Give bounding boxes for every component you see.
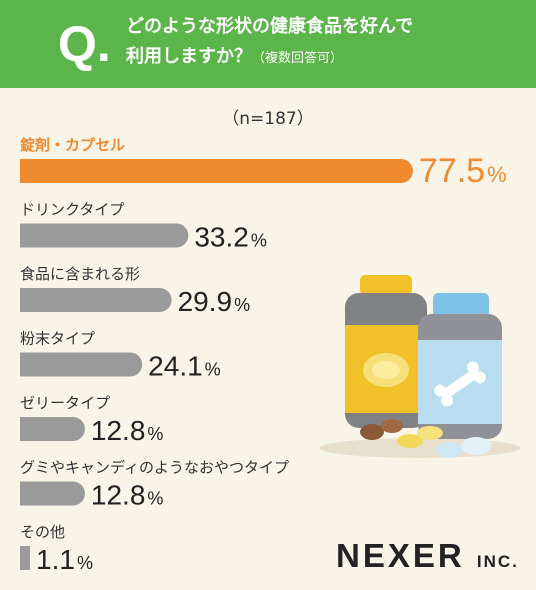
bar-left-edge <box>20 352 32 377</box>
value-number: 29.9 <box>178 286 233 317</box>
bar-left-edge <box>20 546 30 570</box>
value-number: 12.8 <box>91 480 145 511</box>
value-unit: % <box>487 162 507 187</box>
category-label: その他 <box>20 523 65 541</box>
nexer-logo: NEXER INC. <box>336 537 519 575</box>
value-unit: % <box>234 295 250 315</box>
value-label: 1.1% <box>36 544 93 575</box>
bar-left-edge <box>20 417 32 441</box>
value-label: 33.2% <box>194 222 267 253</box>
supplement-illustration <box>320 275 520 458</box>
value-number: 12.8 <box>91 415 145 446</box>
bar <box>20 417 85 441</box>
category-label: グミやキャンディのようなおやつタイプ <box>20 459 289 477</box>
value-number: 77.5 <box>419 152 485 190</box>
question-mark: Q. <box>58 16 111 72</box>
bar-left-edge <box>20 288 32 312</box>
question-line-2: 利用しますか？（複数回答可） <box>126 42 526 74</box>
value-label: 12.8% <box>91 480 164 511</box>
bar <box>20 159 413 183</box>
question-line-1: どのような形状の健康食品を好んで <box>126 16 414 37</box>
blue-bottle-icon <box>418 293 502 439</box>
bar <box>20 288 172 312</box>
question-line-2-main: 利用しますか？ <box>126 46 252 67</box>
category-label: 錠剤・カプセル <box>20 136 125 154</box>
value-number: 1.1 <box>36 544 75 575</box>
value-unit: % <box>147 489 163 509</box>
value-unit: % <box>77 553 93 573</box>
value-label: 12.8% <box>91 415 164 446</box>
bar-left-edge <box>20 223 32 248</box>
question-text: どのような形状の健康食品を好んで 利用しますか？（複数回答可） <box>126 12 526 74</box>
bars-group: 錠剤・カプセル 77.5% ドリンクタイプ 33.2 % 食品に含まれる形 29.9 % 粉末タ… <box>20 136 507 575</box>
value-unit: % <box>147 424 163 444</box>
category-label: 粉末タイプ <box>20 330 95 348</box>
question-note: （複数回答可） <box>252 51 344 66</box>
bar <box>20 223 189 248</box>
bar-left-edge <box>20 159 32 183</box>
bar <box>20 352 143 377</box>
value-unit: % <box>205 360 221 380</box>
value-number: 24.1 <box>148 351 203 382</box>
value-number: 33.2 <box>194 222 249 253</box>
logo-name: NEXER <box>336 537 465 574</box>
bar-left-edge <box>20 481 32 506</box>
logo-suffix: INC. <box>476 552 519 571</box>
category-label: ドリンクタイプ <box>20 201 124 219</box>
question-header: Q. どのような形状の健康食品を好んで 利用しますか？（複数回答可） <box>0 0 536 88</box>
yellow-bottle-icon <box>345 275 427 428</box>
bar <box>20 481 85 506</box>
value-unit: % <box>251 231 267 251</box>
sample-size: （n=187） <box>222 109 314 129</box>
category-label: ゼリータイプ <box>20 394 110 412</box>
category-label: 食品に含まれる形 <box>20 265 140 283</box>
value-label: 77.5% <box>419 152 507 190</box>
pills-icon <box>360 419 491 458</box>
value-label: 29.9% <box>178 286 251 317</box>
value-label: 24.1% <box>148 351 221 382</box>
